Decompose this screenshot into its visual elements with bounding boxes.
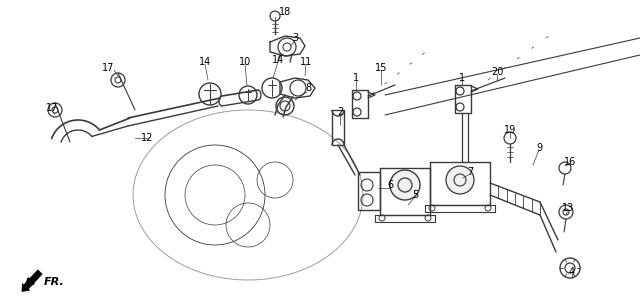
Text: 5: 5 xyxy=(412,190,418,200)
Text: 6: 6 xyxy=(387,180,393,190)
Text: 18: 18 xyxy=(279,7,291,17)
Text: 15: 15 xyxy=(375,63,387,73)
Text: 17: 17 xyxy=(102,63,114,73)
Text: 20: 20 xyxy=(491,67,503,77)
Text: 19: 19 xyxy=(504,125,516,135)
Text: 14: 14 xyxy=(272,55,284,65)
Text: 10: 10 xyxy=(239,57,251,67)
Text: 1: 1 xyxy=(353,73,359,83)
Text: 16: 16 xyxy=(564,157,576,167)
Text: 11: 11 xyxy=(300,57,312,67)
FancyArrow shape xyxy=(22,270,42,291)
Circle shape xyxy=(276,97,294,115)
Text: 17: 17 xyxy=(46,103,58,113)
Text: 14: 14 xyxy=(199,57,211,67)
Text: 8: 8 xyxy=(305,83,311,93)
Text: 9: 9 xyxy=(536,143,542,153)
Text: 12: 12 xyxy=(141,133,153,143)
Circle shape xyxy=(390,170,420,200)
Text: 7: 7 xyxy=(467,167,473,177)
Text: 2: 2 xyxy=(337,107,343,117)
Text: 13: 13 xyxy=(562,203,574,213)
Text: 3: 3 xyxy=(292,33,298,43)
Circle shape xyxy=(446,166,474,194)
Text: FR.: FR. xyxy=(44,277,65,287)
Text: 1: 1 xyxy=(459,73,465,83)
Text: 4: 4 xyxy=(569,267,575,277)
